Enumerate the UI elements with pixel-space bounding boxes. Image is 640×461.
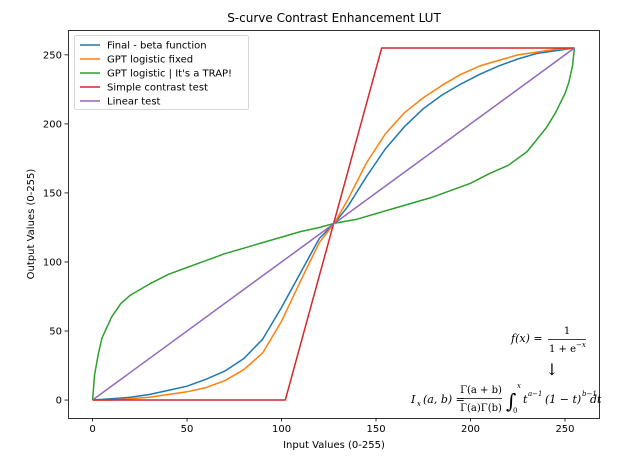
x-tick-label: 50 bbox=[181, 424, 194, 435]
legend-label-2: GPT logistic fixed bbox=[107, 55, 193, 66]
legend-label-3: GPT logistic | It's a TRAP! bbox=[107, 69, 232, 80]
series-line-5 bbox=[92, 47, 575, 401]
logistic-formula-exponent: −x bbox=[576, 341, 586, 349]
beta-formula-dt: dt bbox=[590, 393, 602, 406]
arrow-down-icon: ↓ bbox=[545, 360, 558, 379]
logistic-formula-denominator: 1 + e bbox=[549, 344, 576, 355]
beta-formula-upper-limit: x bbox=[517, 382, 521, 390]
beta-formula-integral-sign: ∫ bbox=[506, 389, 516, 413]
x-tick-label: 250 bbox=[555, 424, 574, 435]
beta-formula-one-minus-t: (1 − t) bbox=[545, 393, 581, 406]
series-lines bbox=[91, 47, 576, 401]
logistic-formula-lhs: f(x) = bbox=[510, 332, 543, 345]
beta-formula-t: t bbox=[523, 393, 528, 406]
logistic-formula: f(x) = 1 1 + e −x bbox=[510, 326, 586, 355]
legend-box bbox=[74, 35, 249, 110]
y-tick-label: 100 bbox=[43, 257, 62, 268]
y-axis-label: Output Values (0-255) bbox=[26, 169, 37, 280]
series-line-3 bbox=[91, 47, 576, 401]
y-axis-ticks: 0 50 100 150 200 250 bbox=[43, 50, 68, 407]
beta-formula-exp-a: a−1 bbox=[528, 390, 543, 398]
beta-formula-lhs-args: (a, b) = bbox=[423, 393, 465, 406]
y-tick-label: 50 bbox=[49, 327, 62, 338]
beta-formula-lhs: I bbox=[410, 393, 416, 406]
logistic-formula-numerator: 1 bbox=[564, 326, 570, 337]
beta-formula-lhs-sub: x bbox=[417, 400, 421, 408]
legend-label-4: Simple contrast test bbox=[107, 83, 208, 94]
y-tick-label: 150 bbox=[43, 188, 62, 199]
beta-formula-lower-limit: 0 bbox=[513, 407, 517, 415]
plot-frame bbox=[68, 30, 600, 419]
x-axis-ticks: 0 50 100 150 200 250 bbox=[89, 418, 575, 435]
beta-formula-denominator: Γ(a)Γ(b) bbox=[460, 403, 502, 414]
x-tick-label: 100 bbox=[272, 424, 291, 435]
x-axis-label: Input Values (0-255) bbox=[283, 440, 385, 451]
y-tick-label: 250 bbox=[43, 50, 62, 61]
legend-label-1: Final - beta function bbox=[107, 41, 207, 52]
x-tick-label: 200 bbox=[461, 424, 480, 435]
beta-formula-exp-b: b−1 bbox=[582, 390, 597, 398]
beta-formula-numerator: Γ(a + b) bbox=[460, 385, 502, 396]
beta-formula: I x (a, b) = Γ(a + b) Γ(a)Γ(b) ∫ x 0 t a… bbox=[410, 382, 602, 415]
x-tick-label: 0 bbox=[89, 424, 95, 435]
legend-label-5: Linear test bbox=[107, 97, 161, 108]
y-tick-label: 200 bbox=[43, 119, 62, 130]
y-tick-label: 0 bbox=[56, 396, 62, 407]
x-tick-label: 150 bbox=[366, 424, 385, 435]
chart-title: S-curve Contrast Enhancement LUT bbox=[227, 11, 441, 25]
legend: Final - beta function GPT logistic fixed G… bbox=[74, 35, 249, 110]
